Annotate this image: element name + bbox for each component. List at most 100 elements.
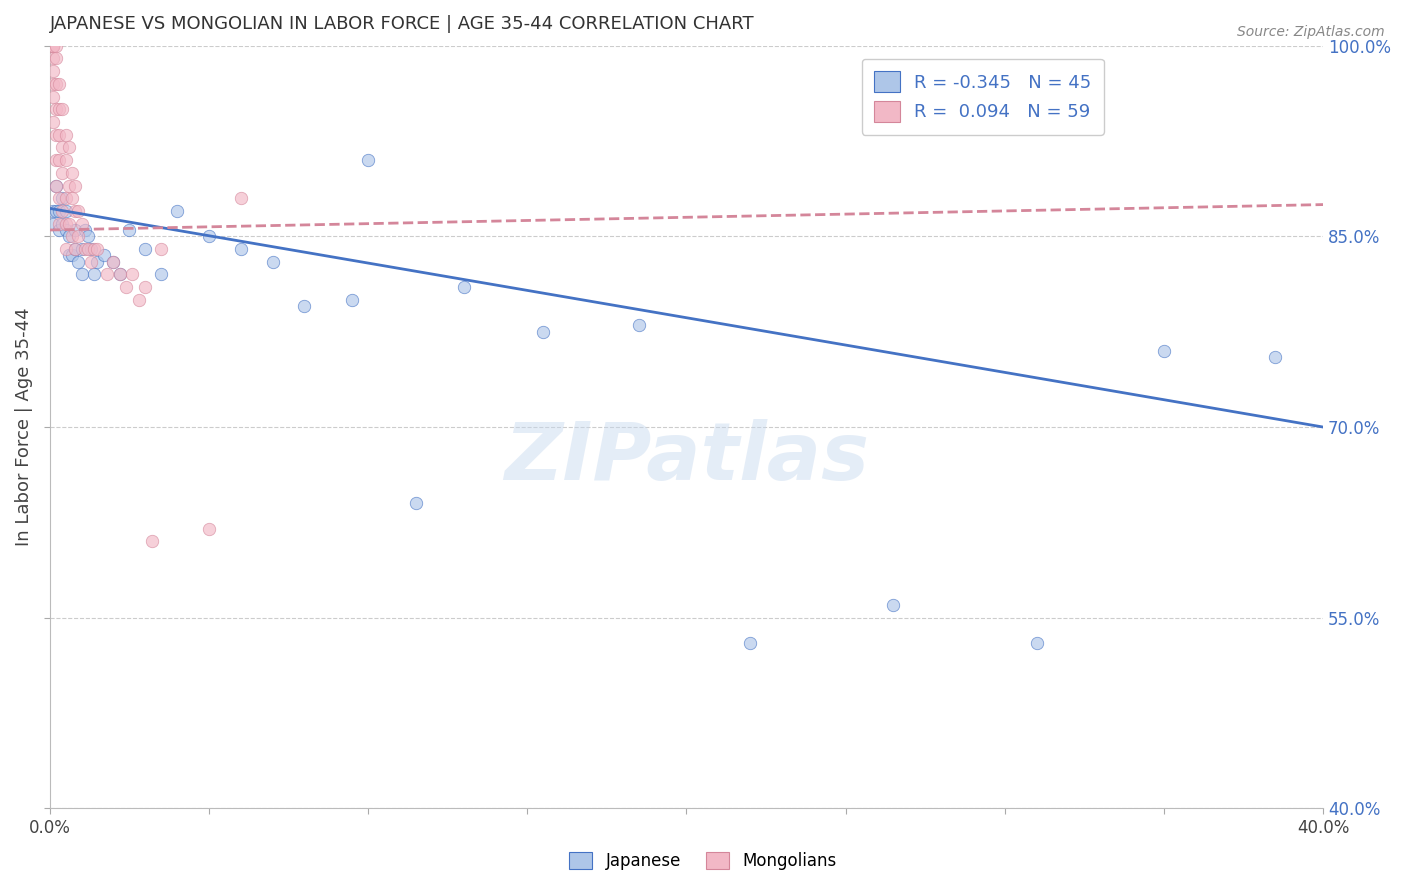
Point <box>45 178 67 193</box>
Point <box>42 38 65 53</box>
Point <box>73 242 96 256</box>
Point <box>531 325 554 339</box>
Point <box>63 178 86 193</box>
Point <box>150 268 173 282</box>
Point <box>55 242 77 256</box>
Point <box>166 203 188 218</box>
Point <box>58 248 80 262</box>
Point <box>42 89 65 103</box>
Point <box>48 128 70 142</box>
Point <box>128 293 150 307</box>
Point <box>134 242 156 256</box>
Point <box>55 153 77 167</box>
Point <box>357 153 380 167</box>
Point <box>453 280 475 294</box>
Point <box>63 242 86 256</box>
Point <box>83 268 105 282</box>
Point <box>55 191 77 205</box>
Point <box>58 178 80 193</box>
Point <box>86 242 108 256</box>
Legend: Japanese, Mongolians: Japanese, Mongolians <box>562 845 844 877</box>
Point <box>48 223 70 237</box>
Point <box>83 242 105 256</box>
Point <box>80 242 103 256</box>
Text: JAPANESE VS MONGOLIAN IN LABOR FORCE | AGE 35-44 CORRELATION CHART: JAPANESE VS MONGOLIAN IN LABOR FORCE | A… <box>49 15 754 33</box>
Point <box>292 299 315 313</box>
Point <box>60 229 83 244</box>
Point <box>58 229 80 244</box>
Point <box>48 153 70 167</box>
Point <box>45 38 67 53</box>
Point <box>121 268 143 282</box>
Point <box>76 229 98 244</box>
Point <box>86 254 108 268</box>
Point <box>45 77 67 91</box>
Point <box>51 217 73 231</box>
Point <box>45 153 67 167</box>
Point <box>73 223 96 237</box>
Point <box>229 191 252 205</box>
Point <box>51 102 73 116</box>
Point <box>134 280 156 294</box>
Point <box>58 140 80 154</box>
Point <box>1264 350 1286 364</box>
Point <box>51 140 73 154</box>
Point <box>42 115 65 129</box>
Point <box>76 242 98 256</box>
Point <box>103 254 125 268</box>
Point <box>198 229 221 244</box>
Point <box>45 102 67 116</box>
Text: Source: ZipAtlas.com: Source: ZipAtlas.com <box>1237 25 1385 39</box>
Point <box>1153 343 1175 358</box>
Point <box>55 128 77 142</box>
Point <box>882 598 904 612</box>
Point <box>198 522 221 536</box>
Y-axis label: In Labor Force | Age 35-44: In Labor Force | Age 35-44 <box>15 308 32 547</box>
Point <box>141 534 163 549</box>
Point <box>42 38 65 53</box>
Point <box>48 203 70 218</box>
Point <box>63 242 86 256</box>
Point <box>96 268 118 282</box>
Point <box>63 203 86 218</box>
Point <box>108 268 131 282</box>
Point <box>45 51 67 65</box>
Point <box>118 223 141 237</box>
Point <box>67 229 90 244</box>
Point <box>48 77 70 91</box>
Point <box>48 217 70 231</box>
Point <box>108 268 131 282</box>
Point <box>42 64 65 78</box>
Point <box>42 77 65 91</box>
Point <box>42 38 65 53</box>
Point <box>45 128 67 142</box>
Point <box>405 496 427 510</box>
Point <box>1025 636 1047 650</box>
Point <box>51 203 73 218</box>
Point <box>63 223 86 237</box>
Point <box>738 636 761 650</box>
Point <box>45 178 67 193</box>
Point <box>42 51 65 65</box>
Point <box>627 318 650 333</box>
Point <box>340 293 363 307</box>
Point <box>262 254 284 268</box>
Point <box>70 268 93 282</box>
Point <box>48 191 70 205</box>
Point <box>70 217 93 231</box>
Point <box>51 191 73 205</box>
Point <box>60 166 83 180</box>
Point <box>103 254 125 268</box>
Point <box>60 248 83 262</box>
Point <box>60 191 83 205</box>
Point <box>55 203 77 218</box>
Point <box>55 223 77 237</box>
Point <box>42 203 65 218</box>
Point <box>80 254 103 268</box>
Point <box>51 166 73 180</box>
Point <box>42 38 65 53</box>
Point <box>229 242 252 256</box>
Point <box>55 217 77 231</box>
Point <box>45 203 67 218</box>
Point <box>48 102 70 116</box>
